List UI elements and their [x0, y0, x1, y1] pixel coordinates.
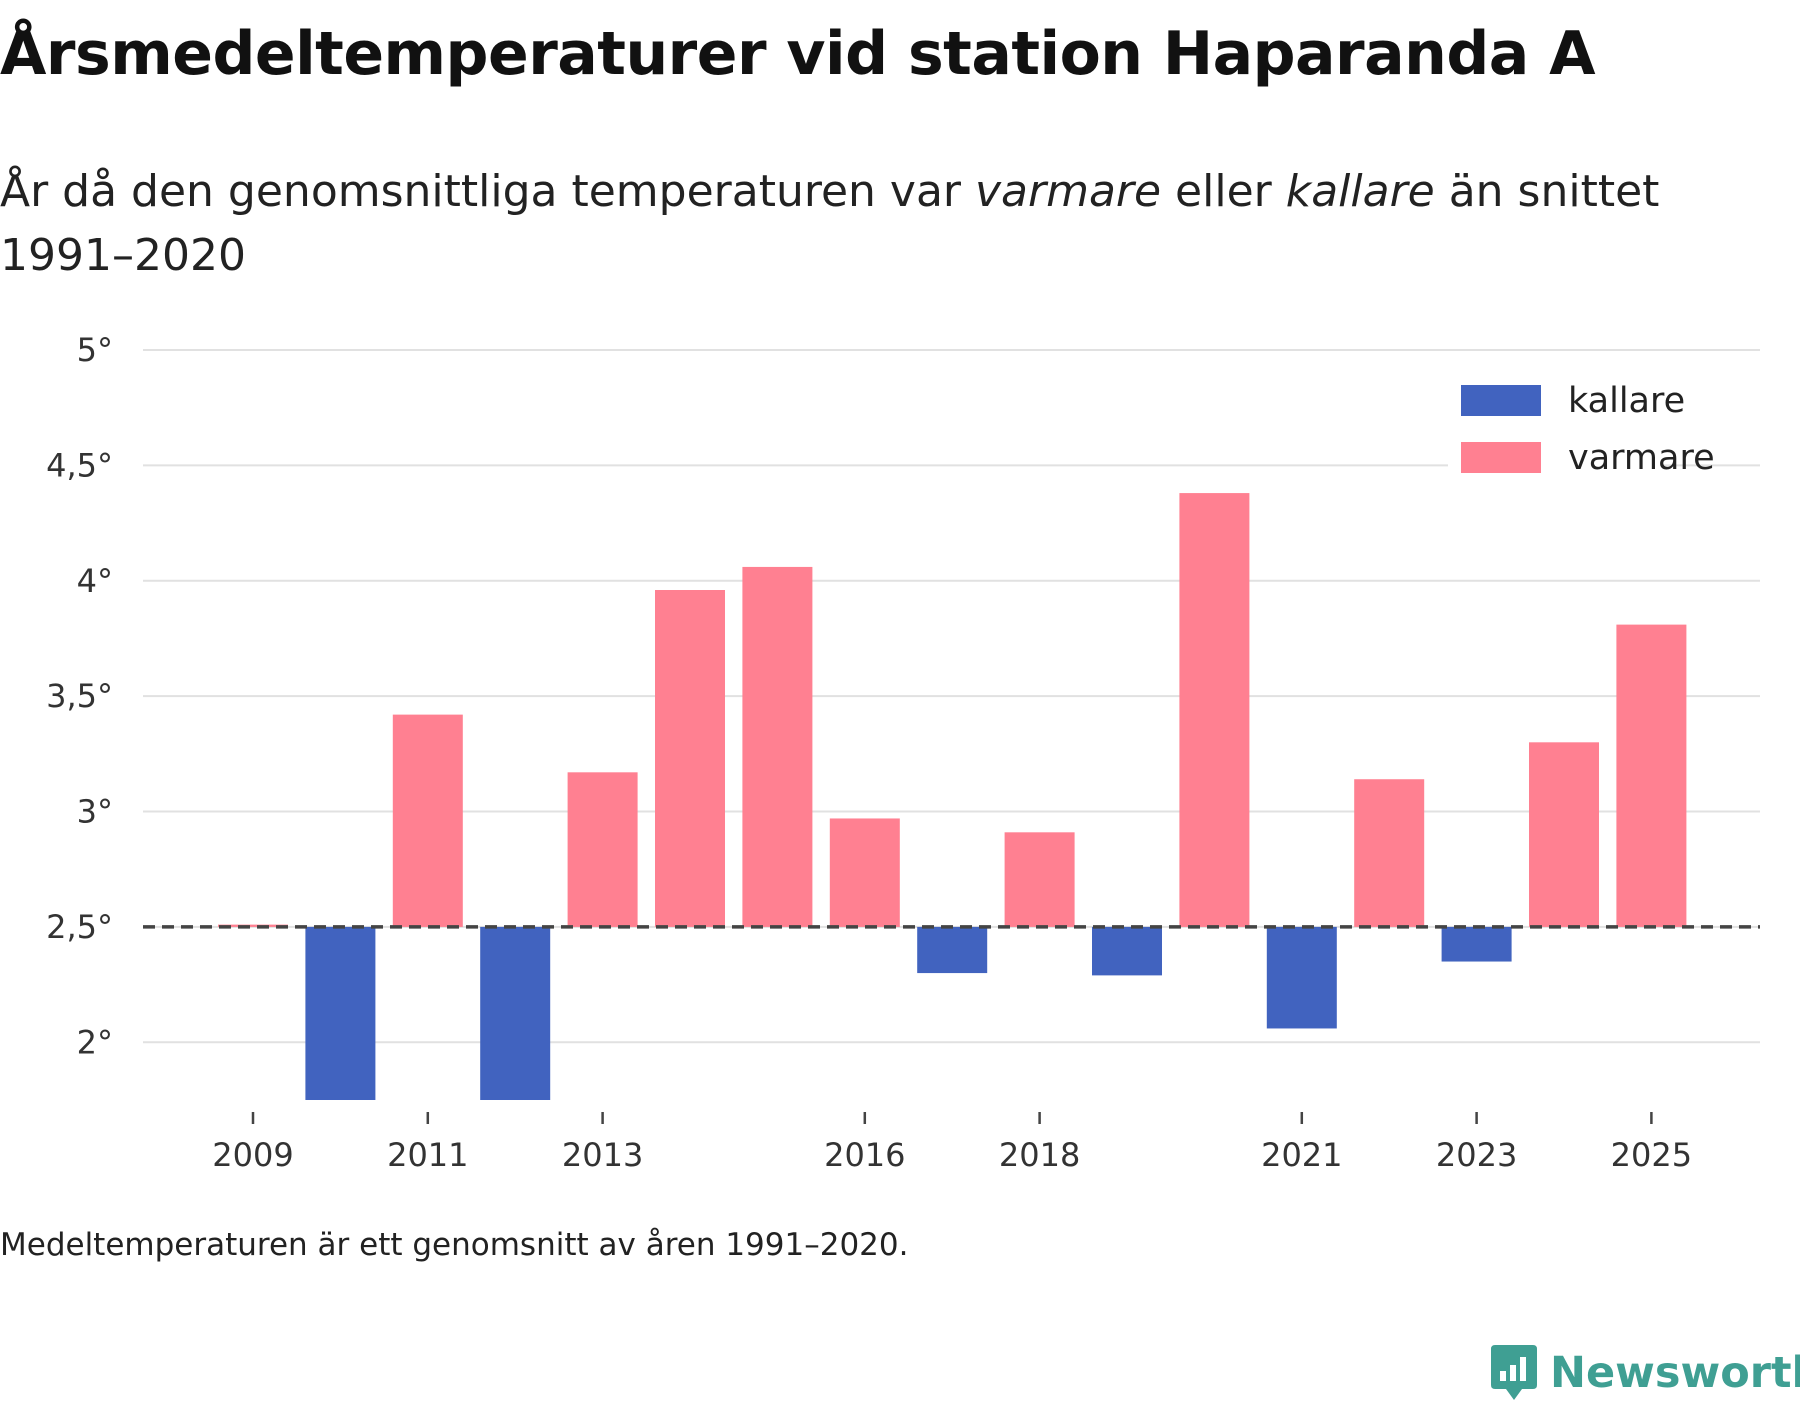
bar-2013: [567, 772, 638, 927]
bar-2018: [1004, 832, 1075, 927]
y-tick-label: 5°: [77, 331, 113, 369]
chart-title: Årsmedeltemperaturer vid station Haparan…: [0, 19, 1596, 89]
bar-2021: [1266, 926, 1337, 1029]
bar-2010: [305, 926, 376, 1100]
x-tick-label: 2025: [1611, 1136, 1692, 1174]
brand-name: Newsworthy: [1550, 1348, 1800, 1398]
chart-footnote: Medeltemperaturen är ett genomsnitt av å…: [0, 1227, 909, 1263]
legend-label-kallare: kallare: [1568, 381, 1685, 421]
x-tick-label: 2009: [212, 1136, 293, 1174]
bar-2023: [1441, 926, 1512, 962]
bar-2019: [1092, 926, 1162, 976]
brand-logo: Newsworthy: [1490, 1340, 1800, 1406]
bar-2012: [480, 926, 551, 1100]
subtitle-warmer-word: varmare: [974, 166, 1162, 217]
subtitle-colder-word: kallare: [1285, 166, 1435, 217]
chart-subtitle: År då den genomsnittliga temperaturen va…: [0, 160, 1700, 288]
bar-2024: [1529, 742, 1599, 927]
x-tick-label: 2013: [562, 1136, 643, 1174]
x-tick-label: 2011: [387, 1136, 468, 1174]
x-tick-label: 2016: [824, 1136, 905, 1174]
x-tick-label: 2018: [999, 1136, 1080, 1174]
y-tick-label: 2°: [77, 1023, 113, 1061]
x-tick-label: 2023: [1436, 1136, 1517, 1174]
bar-2009: [218, 924, 288, 927]
y-tick-label: 3°: [77, 793, 113, 831]
x-tick-label: 2021: [1261, 1136, 1342, 1174]
bar-2016: [829, 818, 900, 927]
subtitle-text-2: eller: [1161, 166, 1286, 217]
bar-2025: [1616, 624, 1687, 927]
subtitle-text-3: än snittet 1991–2020: [0, 166, 1660, 281]
y-tick-label: 3,5°: [46, 677, 113, 715]
newsworthy-logo-icon: [1491, 1345, 1537, 1400]
y-tick-label: 4°: [77, 562, 113, 600]
legend-label-varmare: varmare: [1568, 438, 1715, 478]
bar-chart: 2° 2,5° 3° 3,5° 4° 4,5° 5° 2009 2011 2013 2016 2018…: [46, 331, 1760, 1174]
bar-2011: [392, 714, 463, 927]
bar-2015: [742, 566, 813, 927]
y-tick-label: 2,5°: [46, 908, 113, 946]
bar-2022: [1354, 779, 1425, 927]
bar-2017: [917, 926, 988, 974]
bar-2014: [655, 590, 725, 927]
subtitle-text-1: År då den genomsnittliga temperaturen va…: [0, 166, 975, 217]
y-tick-label: 4,5°: [46, 446, 113, 484]
bar-2020: [1179, 493, 1250, 927]
legend-swatch-kallare: [1461, 385, 1541, 416]
legend-swatch-varmare: [1461, 442, 1541, 473]
